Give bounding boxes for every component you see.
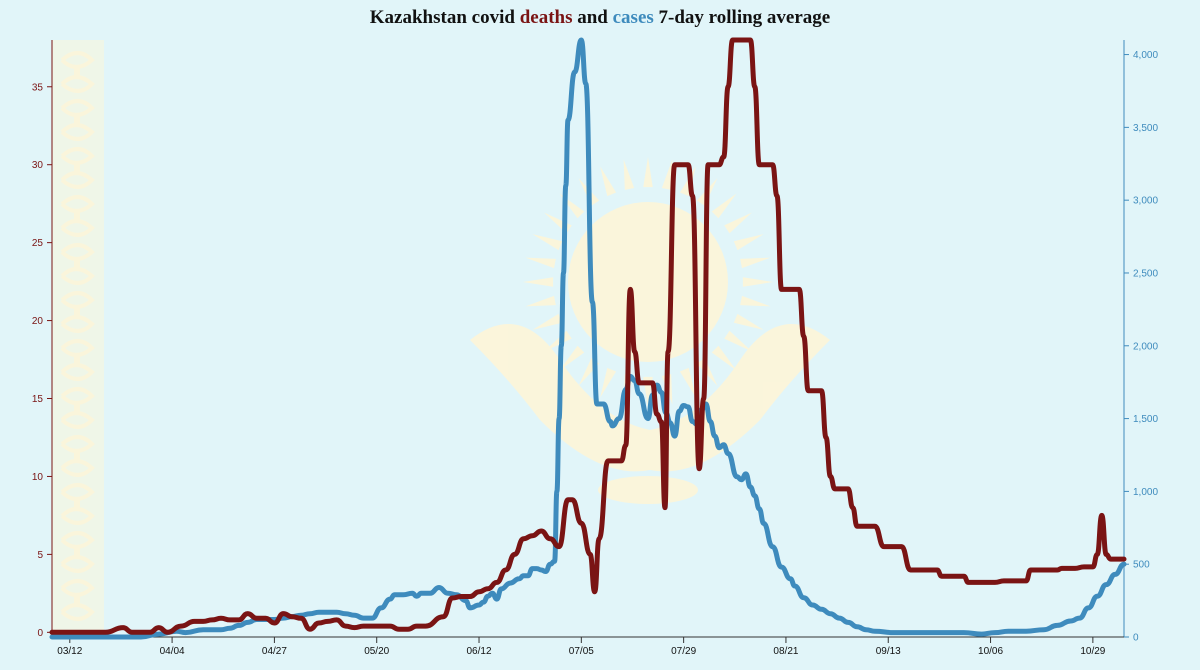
x-tick-label: 08/21 <box>773 646 798 657</box>
sun-ray <box>724 330 752 352</box>
y-right-tick-label: 1,500 <box>1133 414 1158 425</box>
ornament-curl <box>60 531 95 573</box>
sun-ray <box>532 313 563 330</box>
ornament-bar <box>74 452 80 462</box>
y-right-tick-label: 2,500 <box>1133 268 1158 279</box>
ornament-bar <box>74 404 80 414</box>
y-right-tick-label: 3,000 <box>1133 196 1158 207</box>
ornament-bar <box>74 164 80 174</box>
y-right-tick-label: 0 <box>1133 633 1139 644</box>
y-right-tick-label: 3,500 <box>1133 123 1158 134</box>
title-middle: and <box>572 7 613 28</box>
x-tick-label: 10/29 <box>1080 646 1105 657</box>
sun-ray <box>544 330 572 352</box>
y-left-tick-label: 20 <box>32 316 44 327</box>
x-tick-label: 05/20 <box>364 646 389 657</box>
y-right-tick-label: 1,000 <box>1133 487 1158 498</box>
sun-ray <box>742 277 773 287</box>
sun-ray <box>523 277 554 287</box>
y-left-tick-label: 15 <box>32 394 44 405</box>
y-left-tick-label: 0 <box>37 628 43 639</box>
ornament-bar <box>74 212 80 222</box>
sun-ray <box>559 345 585 371</box>
title-deaths-word: deaths <box>519 7 573 28</box>
sun-ray <box>711 345 737 371</box>
ornament-bar <box>74 548 80 558</box>
ornament-strip <box>52 40 104 637</box>
title-cases-word: cases <box>612 7 654 28</box>
series-layer <box>49 37 1127 640</box>
title-prefix: Kazakhstan covid <box>369 7 520 28</box>
ornament-bar <box>74 596 80 606</box>
series-line-cases <box>49 37 1127 640</box>
sun-ray <box>600 166 617 197</box>
sun-ray <box>661 159 673 190</box>
y-left-tick-label: 30 <box>32 160 44 171</box>
x-tick-label: 07/29 <box>671 646 696 657</box>
sun-ray <box>600 367 617 398</box>
ornament-bar <box>74 68 80 78</box>
ornament-bar <box>74 116 80 126</box>
sun-ray <box>724 212 752 234</box>
eagle-tail <box>598 476 698 504</box>
y-left-tick-label: 10 <box>32 472 44 483</box>
y-right-tick-label: 500 <box>1133 560 1150 571</box>
sun-ray <box>740 257 771 269</box>
ornament-curl <box>60 243 95 285</box>
ornament-curl <box>60 435 95 477</box>
x-tick-label: 10/06 <box>978 646 1003 657</box>
y-right-tick-label: 2,000 <box>1133 341 1158 352</box>
x-tick-label: 04/27 <box>262 646 287 657</box>
title-suffix: 7-day rolling average <box>653 7 831 28</box>
ornament-bar <box>74 308 80 318</box>
sun-ray <box>623 159 635 190</box>
x-tick-label: 04/04 <box>160 646 185 657</box>
ornament-curl <box>60 51 95 93</box>
y-left-tick-label: 35 <box>32 82 44 93</box>
x-tick-label: 09/13 <box>876 646 901 657</box>
ornament-curl <box>60 579 95 621</box>
ornament-curl <box>60 483 95 525</box>
axes: 0 5 10 15 20 25 30 35 0 500 1,000 1,500 2,000 2,500 3,… <box>32 40 1158 657</box>
ornament-curl <box>60 99 95 141</box>
background-decoration <box>52 40 830 637</box>
ornament-curl <box>60 195 95 237</box>
sun-ray <box>711 193 737 219</box>
sun-ray <box>643 157 653 188</box>
ornament-curl <box>60 339 95 381</box>
series-line-deaths <box>49 37 1127 635</box>
sun-ray <box>740 295 771 307</box>
ornament-bar <box>74 356 80 366</box>
sun-ray <box>525 295 556 307</box>
sun-ray <box>525 257 556 269</box>
sun-disc <box>568 202 728 362</box>
y-left-tick-label: 5 <box>37 550 43 561</box>
ornament-bar <box>74 260 80 270</box>
ornament-curl <box>60 291 95 333</box>
y-left-tick-label: 25 <box>32 238 44 249</box>
ornament-curl <box>60 387 95 429</box>
sun-ray <box>544 212 572 234</box>
x-tick-label: 03/12 <box>57 646 82 657</box>
sun-ray <box>679 367 696 398</box>
y-right-tick-label: 4,000 <box>1133 50 1158 61</box>
ornament-bar <box>74 500 80 510</box>
sun-ray <box>733 313 764 330</box>
chart-title: Kazakhstan covid deaths and cases 7-day … <box>0 7 1200 29</box>
x-tick-label: 07/05 <box>569 646 594 657</box>
sun-ray <box>733 234 764 251</box>
ornament-curl <box>60 147 95 189</box>
sun-ray <box>532 234 563 251</box>
x-tick-label: 06/12 <box>467 646 492 657</box>
